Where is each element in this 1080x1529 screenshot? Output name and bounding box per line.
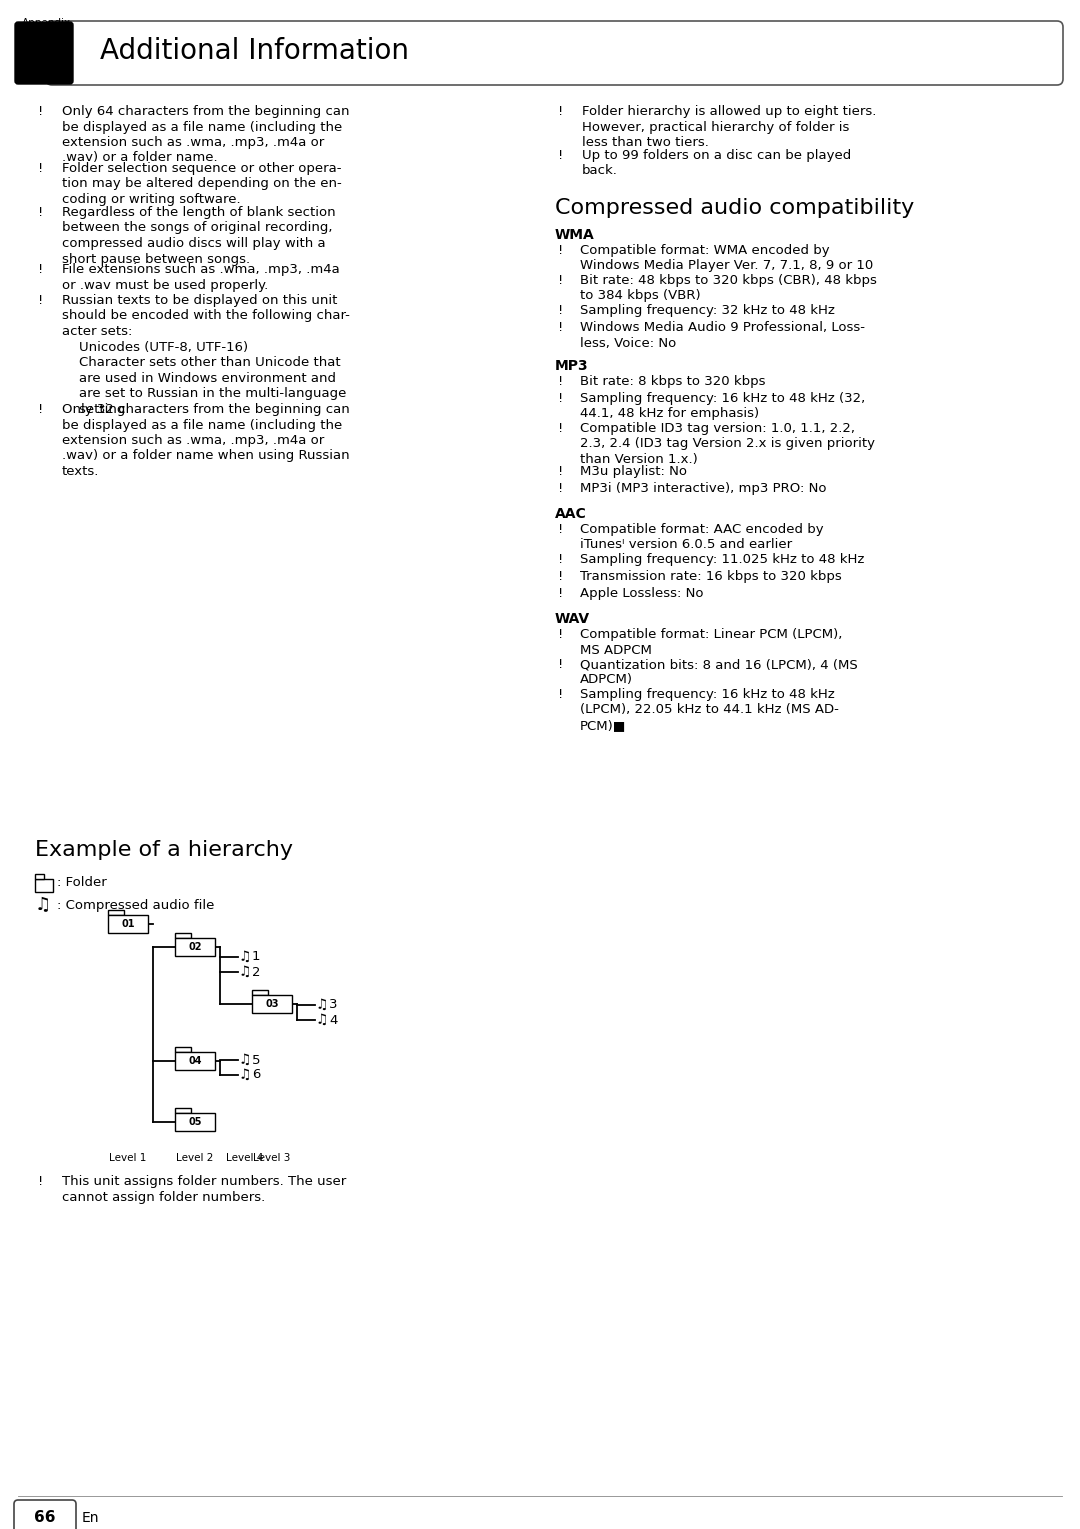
Text: 04: 04 <box>188 1057 202 1066</box>
Text: 5: 5 <box>252 1053 260 1067</box>
Text: !: ! <box>38 206 43 219</box>
Text: Appendix: Appendix <box>22 18 71 28</box>
Text: Up to 99 folders on a disc can be played
back.: Up to 99 folders on a disc can be played… <box>582 148 851 177</box>
Text: !: ! <box>558 274 564 287</box>
Text: 6: 6 <box>252 1069 260 1081</box>
Text: Level 4: Level 4 <box>227 1153 264 1164</box>
Text: Compatible ID3 tag version: 1.0, 1.1, 2.2,
2.3, 2.4 (ID3 tag Version 2.x is give: Compatible ID3 tag version: 1.0, 1.1, 2.… <box>580 422 875 466</box>
Text: 3: 3 <box>329 998 337 1012</box>
Polygon shape <box>175 1047 191 1052</box>
Text: Only 32 characters from the beginning can
be displayed as a file name (including: Only 32 characters from the beginning ca… <box>62 404 350 479</box>
Polygon shape <box>175 1052 215 1070</box>
Polygon shape <box>35 875 44 879</box>
Text: Bit rate: 8 kbps to 320 kbps: Bit rate: 8 kbps to 320 kbps <box>580 375 766 388</box>
Text: Folder selection sequence or other opera-
tion may be altered depending on the e: Folder selection sequence or other opera… <box>62 162 341 206</box>
Text: 1: 1 <box>252 951 260 963</box>
Text: This unit assigns folder numbers. The user
cannot assign folder numbers.: This unit assigns folder numbers. The us… <box>62 1174 347 1203</box>
FancyBboxPatch shape <box>46 21 1063 86</box>
Text: M3u playlist: No: M3u playlist: No <box>580 465 687 479</box>
Text: Sampling frequency: 16 kHz to 48 kHz (32,
44.1, 48 kHz for emphasis): Sampling frequency: 16 kHz to 48 kHz (32… <box>580 391 865 420</box>
Text: Regardless of the length of blank section
between the songs of original recordin: Regardless of the length of blank sectio… <box>62 206 336 266</box>
Text: WAV: WAV <box>555 612 590 625</box>
Polygon shape <box>108 914 148 933</box>
Text: !: ! <box>38 263 43 277</box>
Text: !: ! <box>558 482 564 495</box>
Polygon shape <box>175 933 191 937</box>
Text: Compatible format: Linear PCM (LPCM),
MS ADPCM: Compatible format: Linear PCM (LPCM), MS… <box>580 628 842 656</box>
Text: ♫: ♫ <box>238 1067 251 1083</box>
Text: !: ! <box>38 106 43 118</box>
Polygon shape <box>108 910 124 914</box>
Text: WMA: WMA <box>555 228 595 242</box>
Text: !: ! <box>558 245 564 257</box>
Text: !: ! <box>558 688 564 700</box>
Text: !: ! <box>558 587 564 599</box>
Text: Bit rate: 48 kbps to 320 kbps (CBR), 48 kbps
to 384 kbps (VBR): Bit rate: 48 kbps to 320 kbps (CBR), 48 … <box>580 274 877 303</box>
Text: Compatible format: AAC encoded by
iTunesᴵ version 6.0.5 and earlier: Compatible format: AAC encoded by iTunes… <box>580 523 824 552</box>
Polygon shape <box>175 1113 215 1131</box>
Text: 02: 02 <box>188 942 202 953</box>
Text: MP3: MP3 <box>555 359 589 373</box>
Text: !: ! <box>558 106 564 118</box>
Polygon shape <box>35 879 53 891</box>
Text: 4: 4 <box>329 1014 337 1026</box>
Text: Only 64 characters from the beginning can
be displayed as a file name (including: Only 64 characters from the beginning ca… <box>62 106 350 165</box>
Text: !: ! <box>558 523 564 537</box>
Text: Level 3: Level 3 <box>254 1153 291 1164</box>
Text: !: ! <box>558 657 564 671</box>
Text: 01: 01 <box>121 919 135 930</box>
Text: ♫: ♫ <box>238 965 251 979</box>
FancyBboxPatch shape <box>15 21 73 84</box>
FancyBboxPatch shape <box>14 1500 76 1529</box>
Text: !: ! <box>558 375 564 388</box>
Text: ♫: ♫ <box>315 998 327 1012</box>
Text: AAC: AAC <box>555 508 586 521</box>
Text: 66: 66 <box>35 1511 56 1526</box>
Text: File extensions such as .wma, .mp3, .m4a
or .wav must be used properly.: File extensions such as .wma, .mp3, .m4a… <box>62 263 340 292</box>
Text: ♫: ♫ <box>238 950 251 963</box>
Text: Folder hierarchy is allowed up to eight tiers.
However, practical hierarchy of f: Folder hierarchy is allowed up to eight … <box>582 106 876 148</box>
Text: : Compressed audio file: : Compressed audio file <box>57 899 214 911</box>
Text: Level 2: Level 2 <box>176 1153 214 1164</box>
Text: Compressed audio compatibility: Compressed audio compatibility <box>555 197 915 219</box>
Text: Sampling frequency: 32 kHz to 48 kHz: Sampling frequency: 32 kHz to 48 kHz <box>580 304 835 317</box>
Text: 2: 2 <box>252 965 260 979</box>
Text: : Folder: : Folder <box>57 876 107 890</box>
Text: Apple Lossless: No: Apple Lossless: No <box>580 587 703 599</box>
Polygon shape <box>252 995 292 1014</box>
Text: Transmission rate: 16 kbps to 320 kbps: Transmission rate: 16 kbps to 320 kbps <box>580 570 841 583</box>
Text: Sampling frequency: 16 kHz to 48 kHz
(LPCM), 22.05 kHz to 44.1 kHz (MS AD-
PCM)■: Sampling frequency: 16 kHz to 48 kHz (LP… <box>580 688 839 732</box>
Polygon shape <box>175 1109 191 1113</box>
Text: !: ! <box>558 422 564 434</box>
Text: Windows Media Audio 9 Professional, Loss-
less, Voice: No: Windows Media Audio 9 Professional, Loss… <box>580 321 865 350</box>
Text: 05: 05 <box>188 1118 202 1127</box>
Text: 03: 03 <box>266 998 279 1009</box>
Text: !: ! <box>38 404 43 416</box>
Text: !: ! <box>558 391 564 405</box>
Text: !: ! <box>38 162 43 174</box>
Text: Sampling frequency: 11.025 kHz to 48 kHz: Sampling frequency: 11.025 kHz to 48 kHz <box>580 553 864 566</box>
Text: !: ! <box>558 465 564 479</box>
Text: ♫: ♫ <box>315 1014 327 1027</box>
Text: Additional Information: Additional Information <box>100 37 409 66</box>
Polygon shape <box>175 937 215 956</box>
Text: Compatible format: WMA encoded by
Windows Media Player Ver. 7, 7.1, 8, 9 or 10: Compatible format: WMA encoded by Window… <box>580 245 874 272</box>
Text: ♫: ♫ <box>238 1053 251 1067</box>
Text: !: ! <box>558 570 564 583</box>
Text: !: ! <box>38 1174 43 1188</box>
Text: Example of a hierarchy: Example of a hierarchy <box>35 839 293 859</box>
Polygon shape <box>252 989 268 995</box>
Text: ♫: ♫ <box>35 896 51 914</box>
Text: !: ! <box>558 148 564 162</box>
Text: !: ! <box>558 628 564 641</box>
Text: En: En <box>82 1511 99 1524</box>
Text: MP3i (MP3 interactive), mp3 PRO: No: MP3i (MP3 interactive), mp3 PRO: No <box>580 482 826 495</box>
Text: Quantization bits: 8 and 16 (LPCM), 4 (MS
ADPCM): Quantization bits: 8 and 16 (LPCM), 4 (M… <box>580 657 858 687</box>
Text: !: ! <box>558 321 564 333</box>
Text: !: ! <box>38 294 43 307</box>
Text: !: ! <box>558 304 564 317</box>
Text: Level 1: Level 1 <box>109 1153 147 1164</box>
Text: Russian texts to be displayed on this unit
should be encoded with the following : Russian texts to be displayed on this un… <box>62 294 350 416</box>
Text: !: ! <box>558 553 564 566</box>
